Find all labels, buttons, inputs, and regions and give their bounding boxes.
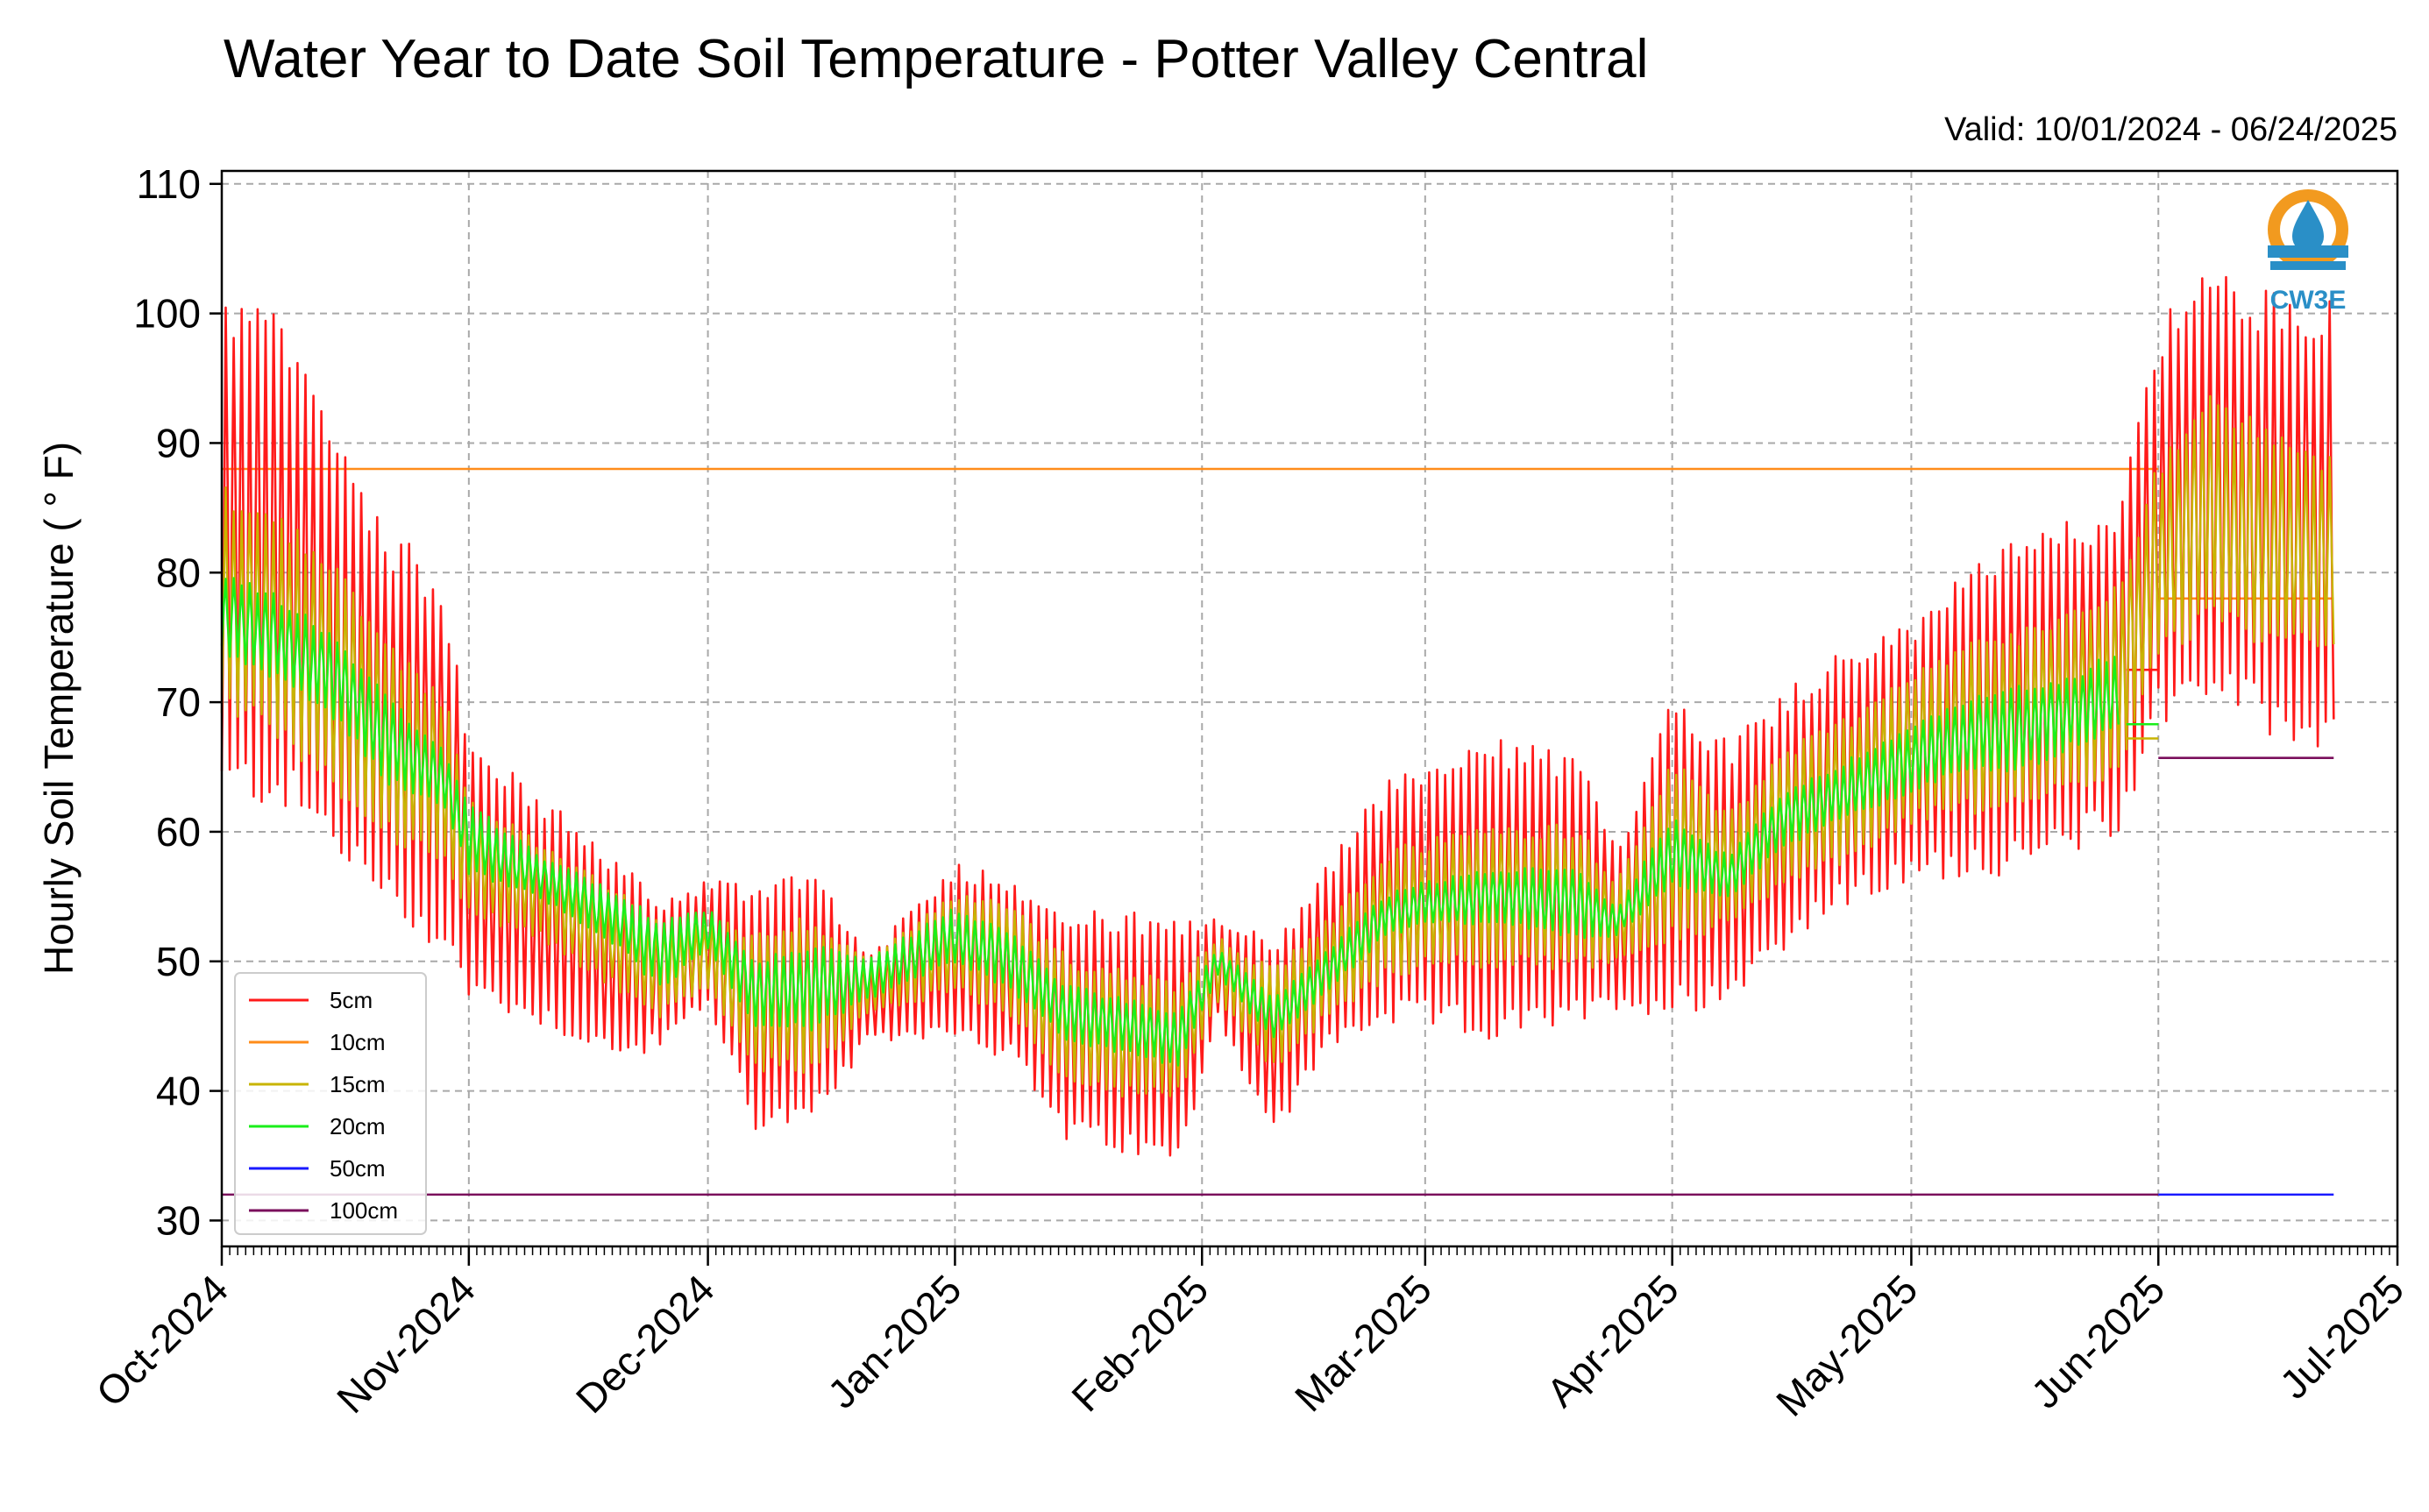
- x-tick-label: Feb-2025: [1062, 1266, 1217, 1420]
- x-tick-label: Jan-2025: [819, 1266, 969, 1416]
- x-tick-label: Oct-2024: [88, 1266, 238, 1416]
- x-tick-label: May-2025: [1767, 1266, 1926, 1424]
- x-tick-label: Nov-2024: [328, 1266, 484, 1422]
- cw3e-logo: CW3E: [2268, 189, 2348, 315]
- plot-area-frame: [220, 169, 2399, 1248]
- y-tick-label: 90: [156, 420, 201, 465]
- y-tick-label: 80: [156, 550, 201, 595]
- x-tick-label: Apr-2025: [1538, 1266, 1687, 1416]
- logo-text: CW3E: [2270, 286, 2347, 315]
- y-tick-label: 30: [156, 1197, 201, 1243]
- series-20cm: [220, 577, 2159, 1067]
- legend-label-20cm: 20cm: [330, 1113, 386, 1139]
- legend-label-10cm: 10cm: [330, 1029, 386, 1055]
- x-tick-label: Mar-2025: [1286, 1266, 1440, 1420]
- series-15cm: [220, 394, 2335, 1098]
- y-tick-label: 110: [137, 161, 201, 207]
- y-axis-label: Hourly Soil Temperature ( ° F): [36, 442, 82, 975]
- series-line-20cm: [220, 577, 2120, 1067]
- legend-label-100cm: 100cm: [330, 1197, 398, 1224]
- series-10cm: [222, 467, 2334, 600]
- chart-subtitle: Valid: 10/01/2024 - 06/24/2025: [1944, 111, 2397, 148]
- x-tick-label: Dec-2024: [567, 1266, 723, 1422]
- y-tick-label: 100: [133, 291, 201, 337]
- series-layer: [220, 275, 2335, 1196]
- legend: 5cm 10cm 15cm 20cm 50cm 100cm: [234, 972, 427, 1235]
- legend-label-50cm: 50cm: [330, 1155, 386, 1182]
- series-line-15cm: [220, 394, 2335, 1098]
- x-tick-label: Jun-2025: [2022, 1266, 2173, 1416]
- grid: [221, 171, 2398, 1246]
- y-tick-label: 60: [156, 809, 201, 855]
- legend-label-5cm: 5cm: [330, 987, 373, 1013]
- legend-label-15cm: 15cm: [330, 1071, 386, 1097]
- y-tick-label: 40: [156, 1068, 201, 1114]
- chart-title: Water Year to Date Soil Temperature - Po…: [224, 29, 1648, 89]
- y-tick-label: 50: [156, 939, 201, 984]
- y-tick-label: 70: [156, 679, 201, 725]
- series-100cm: [222, 756, 2334, 1196]
- water-drop-icon: [2292, 200, 2324, 252]
- x-tick-label: Jul-2025: [2271, 1266, 2413, 1408]
